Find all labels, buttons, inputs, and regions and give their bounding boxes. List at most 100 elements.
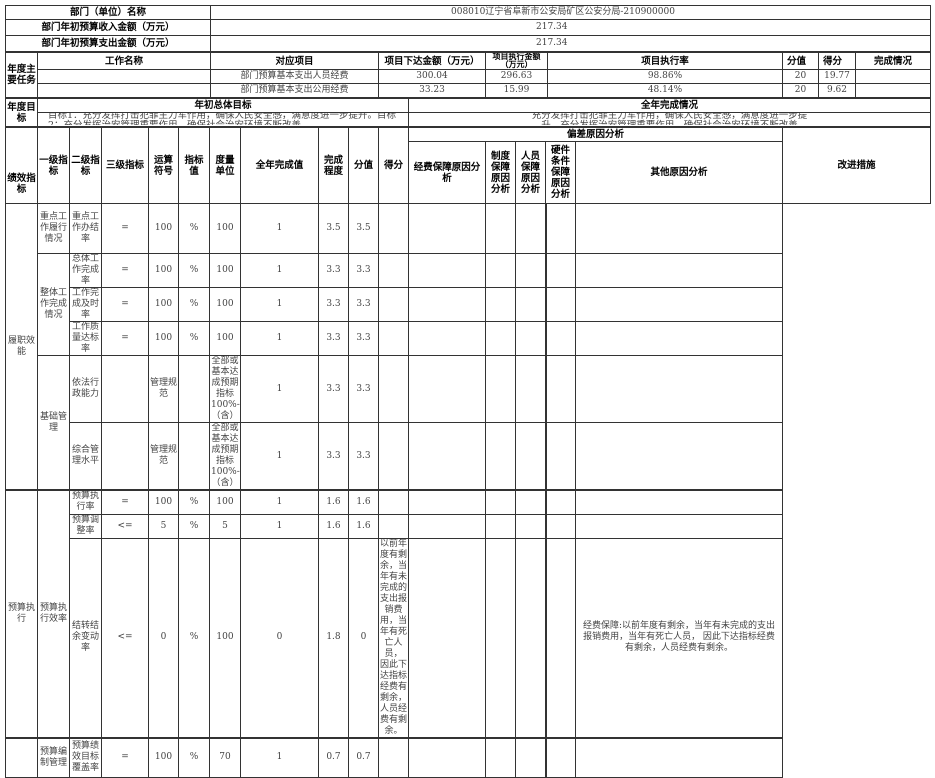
indicator-l3: 综合管理水平 <box>69 422 102 491</box>
col-hardware: 硬件条件保障原因分析 <box>545 141 576 204</box>
indicator-l3: 预算执行率 <box>69 489 102 515</box>
indicator-target: 100 <box>148 321 179 356</box>
level1-indicator <box>5 736 38 778</box>
col-deviation: 偏差原因分析 <box>407 127 784 142</box>
tasks-table: 年度主要任务 工作名称 对应项目 项目下达金额（万元） 项目执行金额（万元） 项… <box>5 52 931 98</box>
hardware-analysis <box>515 736 546 778</box>
task-row: 部门预算基本支出人员经费 300.04 296.63 98.86% 20 19.77 <box>6 69 931 84</box>
system-analysis <box>408 355 486 423</box>
improvement-measures <box>574 513 784 539</box>
expense-value: 217.34 <box>210 35 931 52</box>
indicator-degree: 1 <box>240 253 319 288</box>
task-rate: 48.14% <box>547 83 783 98</box>
indicator-weight: 3.3 <box>318 253 349 288</box>
indicator-op <box>101 355 149 423</box>
task-row: 部门预算基本支出公用经费 33.23 15.99 48.14% 20 9.62 <box>6 83 931 98</box>
level2-indicator: 重点工作履行情况 <box>37 203 70 254</box>
task-allocated: 33.23 <box>378 83 486 98</box>
staff-analysis <box>485 537 516 738</box>
funding-analysis <box>378 287 409 322</box>
other-analysis <box>544 422 576 491</box>
col-target: 指标值 <box>178 127 210 204</box>
funding-analysis: 以前年度有剩余，当年有未完成的支出报销费用，当年有死亡人员， 因此下达指标经费有… <box>378 537 409 738</box>
indicator-target: 管理规范 <box>148 355 179 423</box>
improvement-measures <box>574 355 784 423</box>
indicator-actual: 100 <box>209 253 241 288</box>
task-weight: 20 <box>782 69 819 84</box>
indicator-actual: 100 <box>209 203 241 254</box>
other-analysis <box>544 287 576 322</box>
level2-indicator: 基础管理 <box>37 355 70 491</box>
indicator-score: 1.6 <box>348 489 379 515</box>
indicator-unit: % <box>178 287 210 322</box>
indicator-degree: 0 <box>240 537 319 738</box>
indicator-weight: 1.6 <box>318 489 349 515</box>
tasks-section-label: 年度主要任务 <box>5 52 38 98</box>
indicator-weight: 3.3 <box>318 321 349 356</box>
hardware-analysis <box>515 287 546 322</box>
indicator-row: 预算调整率 <= 5% 5 1 1.6 1.6 <box>6 513 931 539</box>
level2-indicator: 预算执行效率 <box>37 489 70 738</box>
indicator-target: 管理规范 <box>148 422 179 491</box>
funding-analysis <box>378 489 409 515</box>
system-analysis <box>408 253 486 288</box>
col-system: 制度保障原因分析 <box>485 141 516 204</box>
indicator-l3: 重点工作办结率 <box>69 203 102 254</box>
level2-indicator: 整体工作完成情况 <box>37 253 70 356</box>
staff-analysis <box>485 321 516 356</box>
improvement-measures: 经费保障:以前年度有剩余，当年有未完成的支出报销费用，当年有死亡人员， 因此下达… <box>574 537 784 738</box>
system-analysis <box>408 489 486 515</box>
indicator-weight: 3.3 <box>318 355 349 423</box>
indicator-score: 3.3 <box>348 253 379 288</box>
staff-analysis <box>485 355 516 423</box>
other-analysis <box>544 203 576 254</box>
indicator-score: 1.6 <box>348 513 379 539</box>
indicator-unit: % <box>178 537 210 738</box>
improvement-measures <box>574 287 784 322</box>
indicator-weight: 3.5 <box>318 203 349 254</box>
indicator-actual: 100 <box>209 287 241 322</box>
level1-indicator: 预算执行 <box>5 489 38 738</box>
indicator-unit: % <box>178 489 210 515</box>
indicator-actual: 100 <box>209 537 241 738</box>
indicator-op: <= <box>101 513 149 539</box>
col-actual: 全年完成值 <box>240 127 319 204</box>
indicator-degree: 1 <box>240 422 319 491</box>
indicator-degree: 1 <box>240 489 319 515</box>
indicator-target: 100 <box>148 736 179 778</box>
indicator-degree: 1 <box>240 736 319 778</box>
indicator-weight: 3.3 <box>318 422 349 491</box>
indicator-op: = <box>101 203 149 254</box>
indicator-actual: 全部或基本达成预期指标100%-80%（含） <box>209 422 241 491</box>
col-weight: 分值 <box>348 127 379 204</box>
indicator-l3: 工作质量达标率 <box>69 321 102 356</box>
funding-analysis <box>378 203 409 254</box>
level1-indicator: 履职效能 <box>5 203 38 491</box>
indicator-row: 预算编制管理 预算绩效目标覆盖率 = 100% 70 1 0.7 0.7 <box>5 736 931 778</box>
col-unit: 度量单位 <box>209 127 241 204</box>
indicator-row: 工作质量达标率 = 100% 100 1 3.3 3.3 <box>6 321 931 356</box>
hardware-analysis <box>515 489 546 515</box>
indicator-target: 5 <box>148 513 179 539</box>
col-funding: 经费保障原因分析 <box>408 141 486 204</box>
staff-analysis <box>485 489 516 515</box>
col-weight: 分值 <box>782 52 819 70</box>
indicator-unit: % <box>178 203 210 254</box>
indicator-actual: 全部或基本达成预期指标100%-80%（含） <box>209 355 241 423</box>
task-score: 19.77 <box>818 69 856 84</box>
level2-indicator: 预算编制管理 <box>37 736 70 778</box>
indicator-score: 3.3 <box>348 321 379 356</box>
improvement-measures <box>574 203 784 254</box>
indicator-l3: 总体工作完成率 <box>69 253 102 288</box>
indicator-target: 0 <box>148 537 179 738</box>
indicator-score: 3.3 <box>348 287 379 322</box>
funding-analysis <box>378 355 409 423</box>
other-analysis <box>544 736 576 778</box>
indicator-target: 100 <box>148 203 179 254</box>
col-executed: 项目执行金额（万元） <box>485 52 548 70</box>
col-op: 运算符号 <box>148 127 179 204</box>
indicator-actual: 100 <box>209 489 241 515</box>
indicator-target: 100 <box>148 287 179 322</box>
task-weight: 20 <box>782 83 819 98</box>
indicator-row: 预算执行 预算执行效率 预算执行率 = 100% 100 1 1.6 1.6 <box>5 489 931 738</box>
